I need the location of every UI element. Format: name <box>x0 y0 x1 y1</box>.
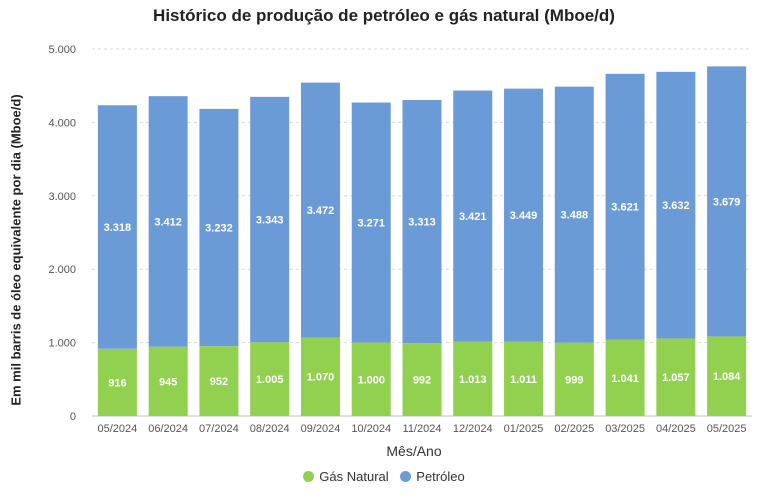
bar-gas-natural[interactable] <box>453 341 493 416</box>
data-label-petroleo: 3.632 <box>662 200 690 212</box>
legend-label-petroleo: Petróleo <box>416 469 465 484</box>
bar-gas-natural[interactable] <box>300 337 340 416</box>
x-tick-label: 10/2024 <box>351 423 391 435</box>
bar-gas-natural[interactable] <box>656 338 696 416</box>
data-label-gas-natural: 1.013 <box>459 374 487 386</box>
bar-petroleo[interactable] <box>351 102 391 343</box>
data-label-petroleo: 3.318 <box>104 222 132 234</box>
data-label-gas-natural: 945 <box>159 376 177 388</box>
legend-marker-petroleo <box>400 471 412 482</box>
bar-petroleo[interactable] <box>300 82 340 338</box>
data-label-gas-natural: 1.057 <box>662 372 690 384</box>
legend: Gás Natural Petróleo <box>0 469 768 485</box>
bar-petroleo[interactable] <box>199 108 239 347</box>
data-label-petroleo: 3.271 <box>357 218 385 230</box>
x-tick-label: 02/2025 <box>554 423 594 435</box>
data-label-petroleo: 3.488 <box>561 210 589 222</box>
x-tick-label: 04/2025 <box>656 423 696 435</box>
bar-gas-natural[interactable] <box>707 336 747 416</box>
data-label-gas-natural: 1.000 <box>357 374 385 386</box>
bar-petroleo[interactable] <box>453 90 493 342</box>
x-axis-ticks: 05/2024 06/2024 07/2024 08/2024 09/2024 10/20… <box>98 423 747 435</box>
x-tick-label: 05/2024 <box>98 423 138 435</box>
bar-gas-natural[interactable] <box>148 346 188 416</box>
bar-petroleo[interactable] <box>605 73 645 340</box>
chart-title: Histórico de produção de petróleo e gás … <box>153 6 615 25</box>
bar-petroleo[interactable] <box>402 100 442 344</box>
y-tick-label: 4.000 <box>48 117 76 129</box>
data-label-petroleo: 3.343 <box>256 215 284 227</box>
bar-petroleo[interactable] <box>250 96 290 343</box>
bar-petroleo[interactable] <box>656 71 696 339</box>
y-tick-label: 3.000 <box>48 191 76 203</box>
y-tick-label: 2.000 <box>48 264 76 276</box>
bar-gas-natural[interactable] <box>554 342 594 416</box>
bar-gas-natural[interactable] <box>97 348 137 416</box>
data-label-petroleo: 3.232 <box>205 223 233 235</box>
data-label-petroleo: 3.412 <box>154 216 182 228</box>
bar-gas-natural[interactable] <box>199 346 239 416</box>
x-tick-label: 06/2024 <box>148 423 188 435</box>
x-tick-label: 11/2024 <box>403 423 442 435</box>
y-tick-label: 5.000 <box>48 44 76 56</box>
x-axis-label: Mês/Ano <box>386 443 442 459</box>
x-tick-label: 08/2024 <box>250 423 290 435</box>
bar-petroleo[interactable] <box>148 96 188 347</box>
bar-gas-natural[interactable] <box>504 341 544 416</box>
bar-petroleo[interactable] <box>707 66 747 337</box>
x-tick-label: 07/2024 <box>199 423 239 435</box>
y-tick-label: 1.000 <box>48 338 76 350</box>
data-label-petroleo: 3.313 <box>408 217 436 229</box>
data-label-petroleo: 3.449 <box>510 210 538 222</box>
bar-petroleo[interactable] <box>97 105 137 349</box>
y-axis-ticks: 0 1.000 2.000 3.000 4.000 5.000 <box>48 44 76 423</box>
legend-item-petroleo[interactable]: Petróleo <box>400 469 465 484</box>
data-label-gas-natural: 1.084 <box>713 371 741 383</box>
legend-label-gas: Gás Natural <box>319 469 389 484</box>
bars: 916 3.318 945 3.412 952 3.232 1.005 3.343 1.070 3… <box>97 66 747 416</box>
data-label-petroleo: 3.472 <box>307 205 335 217</box>
bar-gas-natural[interactable] <box>250 342 290 416</box>
x-tick-label: 09/2024 <box>301 423 341 435</box>
bar-petroleo[interactable] <box>554 86 594 343</box>
data-label-petroleo: 3.679 <box>713 196 741 208</box>
legend-marker-gas <box>303 471 315 482</box>
data-label-gas-natural: 1.011 <box>510 374 537 386</box>
data-label-gas-natural: 952 <box>210 376 228 388</box>
legend-item-gas[interactable]: Gás Natural <box>303 469 389 484</box>
x-tick-label: 01/2025 <box>504 423 544 435</box>
y-tick-label: 0 <box>70 411 76 423</box>
x-tick-label: 03/2025 <box>605 423 645 435</box>
bar-gas-natural[interactable] <box>605 339 645 416</box>
data-label-petroleo: 3.621 <box>611 202 639 214</box>
data-label-gas-natural: 1.041 <box>611 373 639 385</box>
x-tick-label: 05/2025 <box>707 423 747 435</box>
data-label-gas-natural: 999 <box>565 374 583 386</box>
data-label-gas-natural: 1.005 <box>256 374 284 386</box>
bar-gas-natural[interactable] <box>402 343 442 416</box>
x-tick-label: 12/2024 <box>453 423 493 435</box>
data-label-gas-natural: 992 <box>413 375 431 387</box>
bar-gas-natural[interactable] <box>351 342 391 416</box>
data-label-petroleo: 3.421 <box>459 211 487 223</box>
data-label-gas-natural: 916 <box>108 377 126 389</box>
bar-petroleo[interactable] <box>504 88 544 342</box>
data-label-gas-natural: 1.070 <box>307 372 335 384</box>
